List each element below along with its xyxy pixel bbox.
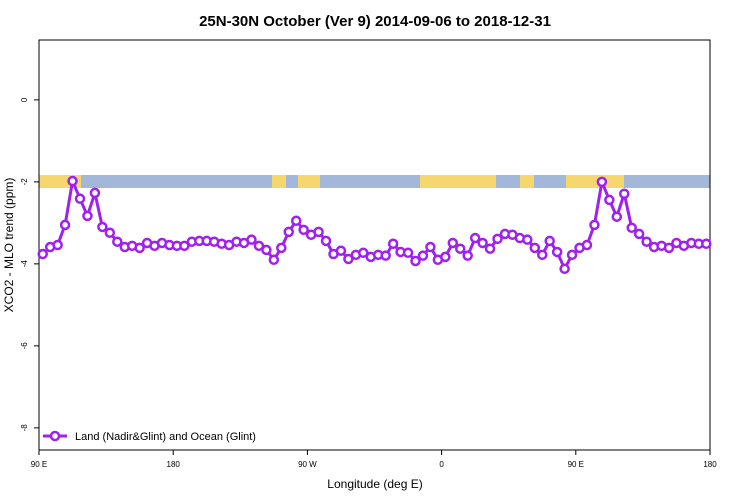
point [663,242,675,254]
y-tick-label: -4 [20,260,29,268]
point [380,250,391,261]
point [604,194,615,206]
point [246,234,257,245]
point [425,241,436,253]
point [59,219,71,231]
point [619,188,630,199]
point [596,176,608,188]
legend-label: Land (Nadir&Glint) and Ocean (Glint) [75,431,256,443]
point [82,210,93,222]
point [469,232,481,244]
y-tick-label: -2 [20,178,29,186]
x-tick-label: 0 [439,460,444,469]
point [641,236,652,247]
point [454,243,466,254]
x-tick-label: 90 E [31,460,47,469]
point [343,253,354,265]
point [268,254,280,266]
point [537,249,548,261]
y-tick-label: -8 [20,424,29,432]
map-strip [39,175,710,188]
point [283,226,295,238]
point [387,238,399,250]
point [492,233,503,245]
point [529,242,541,254]
point [589,219,600,231]
point [74,193,86,204]
chart-title: 25N-30N October (Ver 9) 2014-09-06 to 20… [199,13,551,30]
point [440,251,451,263]
x-tick-label: 90 E [568,460,584,469]
point [37,248,48,260]
point [611,211,623,222]
point [447,237,459,249]
point [97,221,108,233]
point [89,187,101,199]
x-tick-label: 90 W [298,460,317,469]
point [522,234,533,245]
point [559,263,570,275]
legend-marker [49,430,61,442]
point [179,240,190,252]
point [551,246,563,258]
point [52,239,63,251]
point [313,226,324,238]
point [417,250,429,261]
point [290,215,302,227]
point [112,236,123,247]
point [581,239,593,251]
y-axis-label: XCO2 - MLO trend (ppm) [2,178,16,313]
x-tick-label: 180 [703,460,717,469]
x-tick-label: 180 [167,460,181,469]
point [544,235,555,247]
point [320,235,332,247]
point [477,237,488,249]
point [402,247,414,259]
point [566,249,578,261]
y-tick-label: -6 [20,342,29,350]
point [626,222,637,234]
point [134,242,145,254]
point [335,245,347,256]
point [484,243,496,254]
point [633,228,645,240]
y-tick-label: 0 [20,97,29,102]
point [67,175,78,187]
x-axis-label: Longitude (deg E) [327,477,422,491]
point [701,238,712,250]
point [462,250,473,261]
point [104,227,116,238]
legend: Land (Nadir&Glint) and Ocean (Glint) [43,430,256,443]
point [358,247,369,259]
point [276,242,287,254]
point [298,224,309,236]
point [261,244,272,256]
point [253,240,265,252]
point [410,255,421,267]
